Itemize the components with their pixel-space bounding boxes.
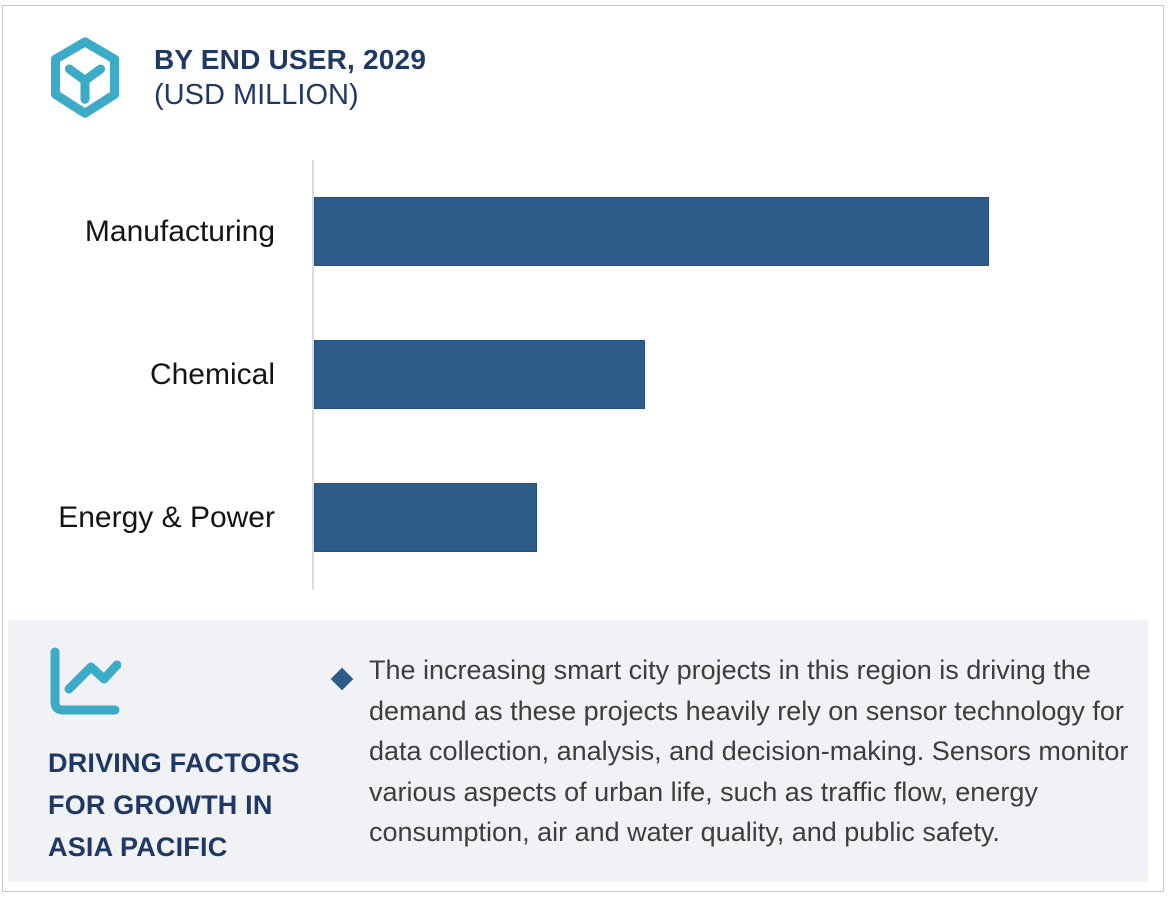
chart-row-manufacturing: Manufacturing (0, 160, 1148, 303)
bar-chart: Manufacturing Chemical Energy & Power (0, 160, 1148, 589)
bar-chemical (314, 340, 645, 409)
hexagon-cube-icon (50, 37, 120, 118)
bar-manufacturing (314, 197, 989, 266)
driving-factors-panel: DRIVING FACTORS FOR GROWTH IN ASIA PACIF… (8, 620, 1148, 882)
category-label-energy-power: Energy & Power (58, 500, 275, 534)
diamond-bullet-icon (330, 667, 354, 691)
bar-area (314, 197, 1148, 266)
panel-heading-line: FOR GROWTH IN (48, 790, 273, 820)
panel-heading-line: ASIA PACIFIC (48, 832, 228, 862)
bullet-item: The increasing smart city projects in th… (323, 650, 1147, 853)
bar-area (314, 340, 1148, 409)
line-chart-icon (50, 647, 121, 715)
chart-title: BY END USER, 2029 (154, 44, 427, 75)
chart-title-block: BY END USER, 2029 (USD MILLION) (154, 42, 426, 112)
category-label-manufacturing: Manufacturing (84, 214, 275, 248)
chart-subtitle: (USD MILLION) (154, 79, 359, 111)
bullet-text: The increasing smart city projects in th… (369, 655, 1129, 847)
bar-area (314, 483, 1148, 552)
panel-heading-line: DRIVING FACTORS (48, 748, 300, 778)
y-axis-line (312, 160, 314, 590)
category-label-chemical: Chemical (149, 357, 275, 391)
panel-heading: DRIVING FACTORS FOR GROWTH IN ASIA PACIF… (48, 742, 300, 868)
chart-row-chemical: Chemical (0, 303, 1148, 446)
chart-row-energy-power: Energy & Power (0, 446, 1148, 589)
bar-energy-power (314, 483, 537, 552)
